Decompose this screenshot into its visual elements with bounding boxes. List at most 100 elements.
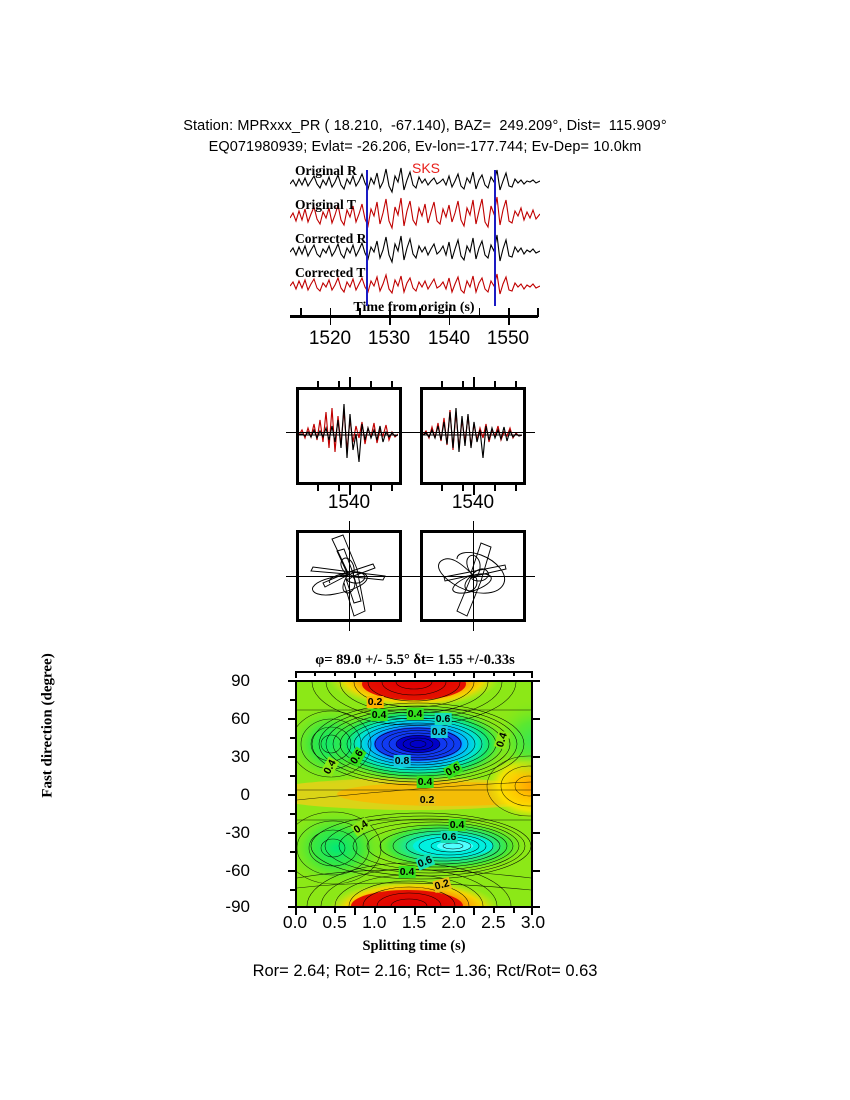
contour-tick [531,908,533,915]
trace-label-corrected-t: Corrected T [295,265,366,280]
x-ticklabel: 1.0 [362,912,387,932]
pm-crosshair-vertical [473,521,475,631]
contour-tick [533,832,540,834]
contour-tick [290,813,295,815]
contour-x-axis-title: Splitting time (s) [362,938,466,954]
trace-label-original-r: Original R [295,163,357,178]
contour-plot-title: φ= 89.0 +/- 5.5° δt= 1.55 +/-0.33s [315,652,515,668]
contour-tick [314,671,316,676]
contour-tick [493,671,495,676]
box-tick [473,377,475,388]
contour-lines-horizontal-bands [297,709,531,891]
waveform-crosshair-horizontal [410,432,535,434]
contour-tick [288,756,295,758]
contour-tick [473,908,475,915]
contour-tick [334,908,336,913]
contour-tick [354,671,356,678]
y-ticklabel: -60 [225,861,250,880]
y-ticklabel: 60 [231,709,250,728]
box-tick [462,484,464,491]
contour-tick [453,908,455,913]
x-ticklabel: 0.5 [322,912,347,932]
x-ticklabel: 1.5 [401,912,427,932]
contour-tick [288,906,295,908]
box-tick [391,484,393,491]
sks-phase-label: SKS [412,160,441,176]
time-axis-tick [329,317,332,325]
box-tick [515,381,517,388]
contour-label: 0.4 [370,709,388,721]
waveform-box-ticklabel: 1540 [327,492,371,513]
box-tick [338,484,340,491]
contour-label: 0.4 [448,819,466,831]
pm-crosshair-horizontal [286,576,411,578]
box-tick [338,381,340,388]
contour-tick [288,870,295,872]
contour-x-ticklabels: 0.0 0.5 1.0 1.5 2.0 2.5 3.0 [283,912,545,936]
box-tick [391,381,393,388]
fast-slow-waveform-box-uncorrected [296,387,402,485]
contour-label: 0.2 [418,794,436,806]
quality-metrics-line: Ror= 2.64; Rot= 2.16; Rct= 1.36; Rct/Rot… [252,962,598,980]
header-line-station: Station: MPRxxx_PR ( 18.210, -67.140), B… [183,118,667,134]
fast-slow-waveform-svg [298,403,399,463]
contour-label: 0.8 [430,726,448,738]
box-tick [370,381,372,388]
time-axis-tick [329,308,332,317]
y-ticklabel: 30 [231,747,250,766]
contour-tick [414,908,416,915]
box-tick [473,484,475,495]
contour-tick [314,908,316,913]
waveform-slow [298,403,399,463]
trace-original-t [290,196,540,231]
time-axis [290,306,539,325]
fast-slow-waveform-svg [422,407,523,459]
window-start-marker [366,170,368,306]
box-tick [370,484,372,491]
contour-tick [473,671,475,678]
time-ticklabel: 1540 [427,328,471,349]
x-ticklabel: 2.5 [481,912,506,932]
x-ticklabel: 3.0 [520,912,546,932]
contour-label: 0.4 [406,708,424,720]
contour-label: 0.4 [398,866,416,878]
time-axis-tick [299,308,302,317]
waveform-crosshair-horizontal [286,432,411,434]
time-axis-title: Time from origin (s) [353,300,475,315]
time-axis-tick [389,317,391,325]
contour-tick [513,671,515,676]
contour-tick [374,671,376,676]
trace-label-corrected-r: Corrected R [295,231,367,246]
box-tick [462,381,464,388]
contour-tick [290,851,295,853]
contour-tick [533,906,540,908]
contour-tick [414,671,416,678]
trace-corrected-t [290,272,540,295]
time-ticklabel: 1550 [486,328,530,349]
box-tick [494,381,496,388]
y-ticklabel: -90 [225,897,250,916]
time-axis-tick [537,308,539,317]
contour-tick [533,794,540,796]
y-ticklabel: 90 [231,671,250,690]
contour-label: 0.2 [366,696,384,708]
time-axis-tick [448,317,451,325]
box-tick [441,381,443,388]
waveform-box-ticklabel: 1540 [451,492,495,513]
time-axis-tick [478,308,481,317]
seismogram-traces-svg [290,167,540,295]
header-line-event: EQ071980939; Evlat= -26.206, Ev-lon=-177… [208,139,642,155]
box-tick [441,484,443,491]
seismogram-traces-panel: SKS Original R Original T Corrected R Co… [290,160,540,306]
time-axis-ticklabels: 1520 1530 1540 1550 [280,328,550,352]
contour-label: 0.8 [393,755,411,767]
contour-tick [513,908,515,913]
time-axis-tick [508,317,510,325]
contour-lines-right-lobe [486,755,531,817]
contour-tick [493,908,495,913]
contour-tick [290,889,295,891]
contour-tick [354,908,356,915]
time-axis-tick [359,308,362,317]
contour-tick [533,756,540,758]
